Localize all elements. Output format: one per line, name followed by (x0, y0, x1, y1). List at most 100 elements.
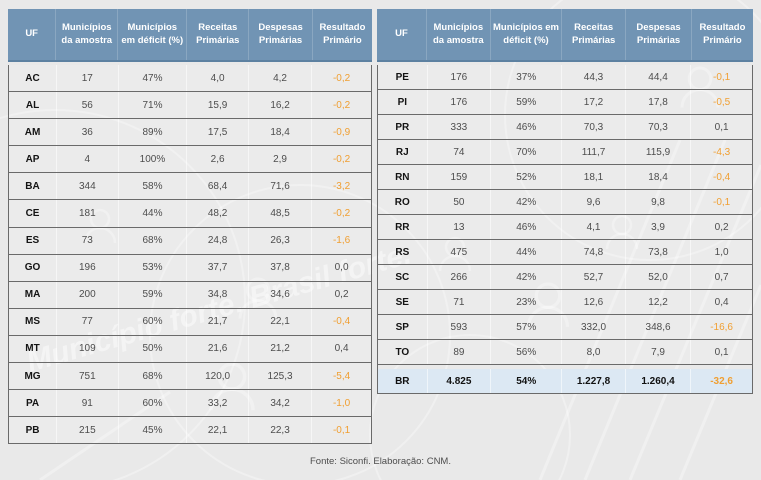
cell-value: 45% (117, 417, 187, 444)
cell-value: 200 (56, 281, 118, 308)
cell-value: 332,0 (561, 315, 625, 339)
table-row: BA 344 58% 68,4 71,6 -3,2 (9, 173, 371, 201)
states-table-left: UF Municípios da amostra Municípios em d… (8, 9, 372, 445)
cell-value: 4 (56, 146, 118, 173)
table-row: PA 91 60% 33,2 34,2 -1,0 (9, 390, 371, 418)
cell-value: -1,6 (311, 227, 371, 254)
cell-value: 176 (426, 65, 491, 89)
cell-value: 33,2 (186, 390, 248, 417)
cell-value: 333 (426, 115, 491, 139)
cell-value: 36 (56, 119, 118, 146)
cell-value: 52,7 (561, 265, 625, 289)
column-header-receitas: Receitas Primárias (186, 9, 248, 60)
cell-value: 100% (117, 146, 187, 173)
cell-value: 4.825 (426, 369, 491, 393)
cell-value: 0,2 (690, 215, 752, 239)
cell-value: -0,1 (690, 65, 752, 89)
cell-value: 58% (117, 173, 187, 200)
table-row: RJ 74 70% 111,7 115,9 -4,3 (378, 140, 752, 165)
cell-value: 120,0 (186, 363, 248, 390)
cell-value: -0,4 (690, 165, 752, 189)
cell-value: 52,0 (624, 265, 690, 289)
column-header-municipios-deficit: Municípios em déficit (%) (117, 9, 186, 60)
column-header-uf: UF (25, 28, 38, 40)
cell-value: 34,2 (247, 390, 311, 417)
states-table-right: UF Municípios da amostra Municípios em d… (377, 9, 753, 394)
cell-uf: SC (395, 271, 410, 283)
table-row: MG 751 68% 120,0 125,3 -5,4 (9, 363, 371, 391)
cell-value: 74 (426, 140, 491, 164)
cell-value: 44% (117, 200, 187, 227)
cell-value: 159 (426, 165, 491, 189)
cell-value: 0,0 (311, 254, 371, 281)
cell-value: 17,2 (561, 90, 625, 114)
cell-value: 44,4 (624, 65, 690, 89)
cell-value: 89% (117, 119, 187, 146)
cell-value: 68,4 (186, 173, 248, 200)
cell-value: 44,3 (561, 65, 625, 89)
cell-value: 42% (490, 265, 561, 289)
cell-value: 125,3 (247, 363, 311, 390)
cell-value: 34,8 (186, 281, 248, 308)
cell-value: 3,9 (624, 215, 690, 239)
cell-uf: TO (395, 346, 410, 358)
cell-value: 17,5 (186, 119, 248, 146)
cell-value: 60% (117, 390, 187, 417)
cell-value: -0,1 (311, 417, 371, 444)
cell-value: 91 (56, 390, 118, 417)
table-row: RN 159 52% 18,1 18,4 -0,4 (378, 165, 752, 190)
cell-uf: RJ (395, 146, 409, 158)
cell-value: 42% (490, 190, 561, 214)
cell-uf: BA (25, 180, 40, 192)
cell-uf: PI (397, 96, 408, 108)
table-row: MT 109 50% 21,6 21,2 0,4 (9, 335, 371, 364)
cell-value: 77 (56, 308, 118, 335)
table-row: PI 176 59% 17,2 17,8 -0,5 (378, 90, 752, 115)
cell-uf: PB (25, 424, 40, 436)
cell-value: 181 (56, 200, 118, 227)
cell-value: -0,2 (311, 92, 371, 119)
table-body-right: PE 176 37% 44,3 44,4 -0,1 PI 176 59% 17,2 17,8 -0,5… (377, 65, 753, 394)
table-row: AP 4 100% 2,6 2,9 -0,2 (9, 146, 371, 174)
cell-value: 0,4 (690, 290, 752, 314)
column-header-uf: UF (395, 28, 408, 40)
cell-value: 70% (490, 140, 561, 164)
cell-value: 0,1 (690, 340, 752, 364)
cell-value: 56% (490, 340, 561, 364)
cell-value: 593 (426, 315, 491, 339)
cell-value: 37% (490, 65, 561, 89)
cell-value: -5,4 (311, 363, 371, 390)
table-row: CE 181 44% 48,2 48,5 -0,2 (9, 200, 371, 228)
cell-value: 17 (56, 65, 118, 92)
cell-value: -0,2 (311, 65, 371, 92)
column-header-despesas: Despesas Primárias (625, 9, 691, 60)
cell-value: 56 (56, 92, 118, 119)
cell-value: 68% (117, 227, 187, 254)
cell-value: 475 (426, 240, 491, 264)
total-row-br: BR 4.825 54% 1.227,8 1.260,4 -32,6 (378, 369, 752, 394)
cell-value: 22,1 (247, 308, 311, 335)
column-header-resultado: Resultado Primário (690, 9, 753, 60)
cell-value: 0,7 (690, 265, 752, 289)
cell-uf: AP (25, 153, 40, 165)
cell-uf: MA (24, 289, 41, 301)
cell-value: -0,4 (311, 308, 371, 335)
cell-value: 57% (490, 315, 561, 339)
cell-value: 348,6 (624, 315, 690, 339)
cell-value: 74,8 (561, 240, 625, 264)
cell-value: -16,6 (690, 315, 752, 339)
column-header-resultado: Resultado Primário (311, 9, 372, 60)
table-row: MA 200 59% 34,8 34,6 0,2 (9, 281, 371, 309)
cell-value: 68% (117, 363, 187, 390)
cell-value: 4,1 (561, 215, 625, 239)
cell-value: 0,1 (690, 115, 752, 139)
cell-value: 18,4 (624, 165, 690, 189)
cell-value: -32,6 (690, 369, 752, 393)
cell-value: 47% (117, 65, 187, 92)
cell-value: 1.227,8 (561, 369, 625, 393)
cell-uf: PR (395, 121, 410, 133)
cell-value: 89 (426, 340, 491, 364)
table-row: RS 475 44% 74,8 73,8 1,0 (378, 240, 752, 265)
cell-uf: CE (25, 208, 40, 220)
